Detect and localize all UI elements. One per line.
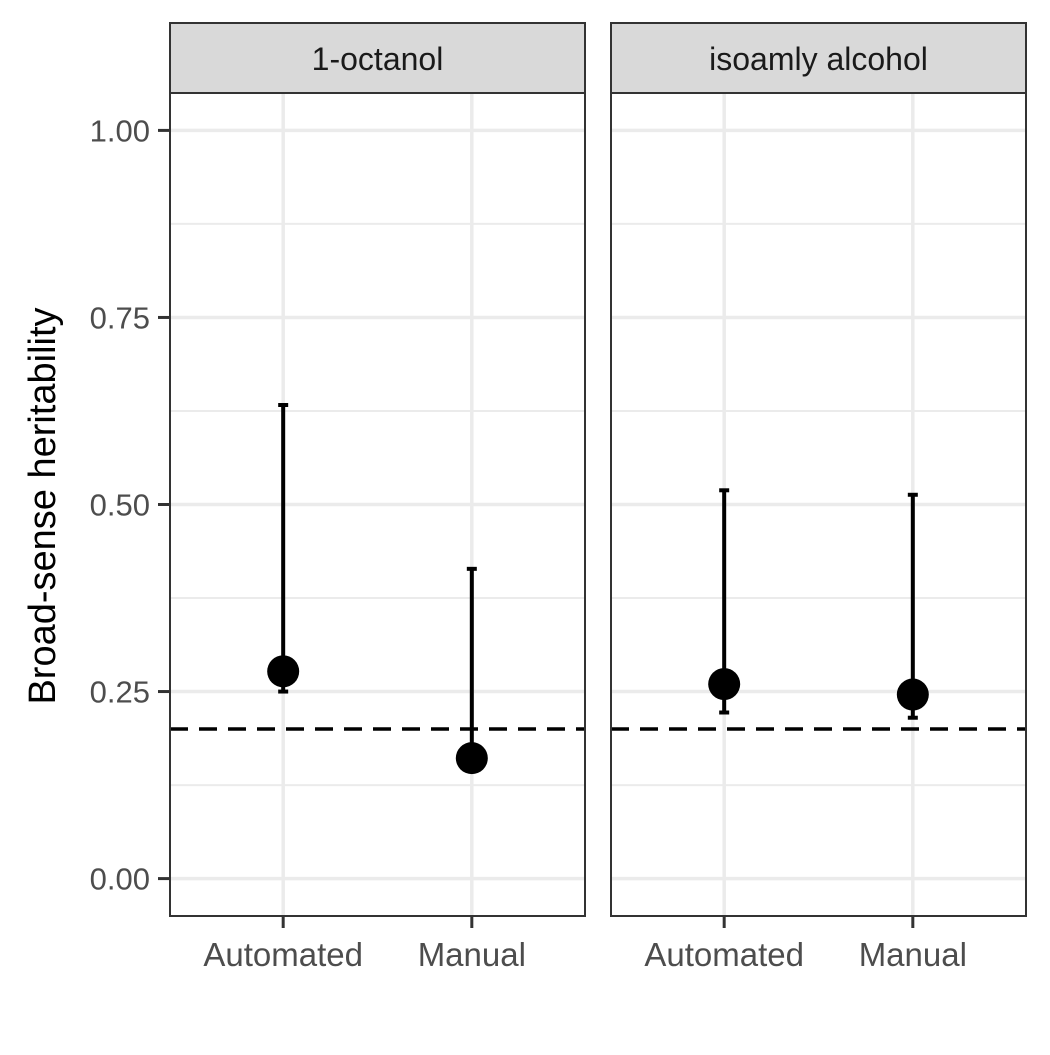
y-tick-label: 0.75	[90, 300, 150, 335]
facet-strip	[610, 22, 1027, 94]
y-axis-title: Broad-sense heritability	[22, 307, 64, 704]
facet-strip-label: isoamly alcohol	[709, 41, 928, 77]
data-point	[267, 655, 300, 688]
data-point	[896, 678, 929, 711]
x-tick-label: Manual	[859, 936, 967, 973]
y-tick-label: 1.00	[90, 113, 150, 148]
facet-strip-label: 1-octanol	[312, 41, 444, 77]
facet-strip	[169, 22, 586, 94]
data-point	[708, 668, 741, 701]
data-point	[455, 742, 488, 775]
x-tick-label: Automated	[644, 936, 804, 973]
y-tick-label: 0.50	[90, 488, 150, 523]
x-tick-label: Manual	[418, 936, 526, 973]
y-tick-label: 0.00	[90, 862, 150, 897]
y-tick-label: 0.25	[90, 675, 150, 710]
x-tick-label: Automated	[203, 936, 363, 973]
